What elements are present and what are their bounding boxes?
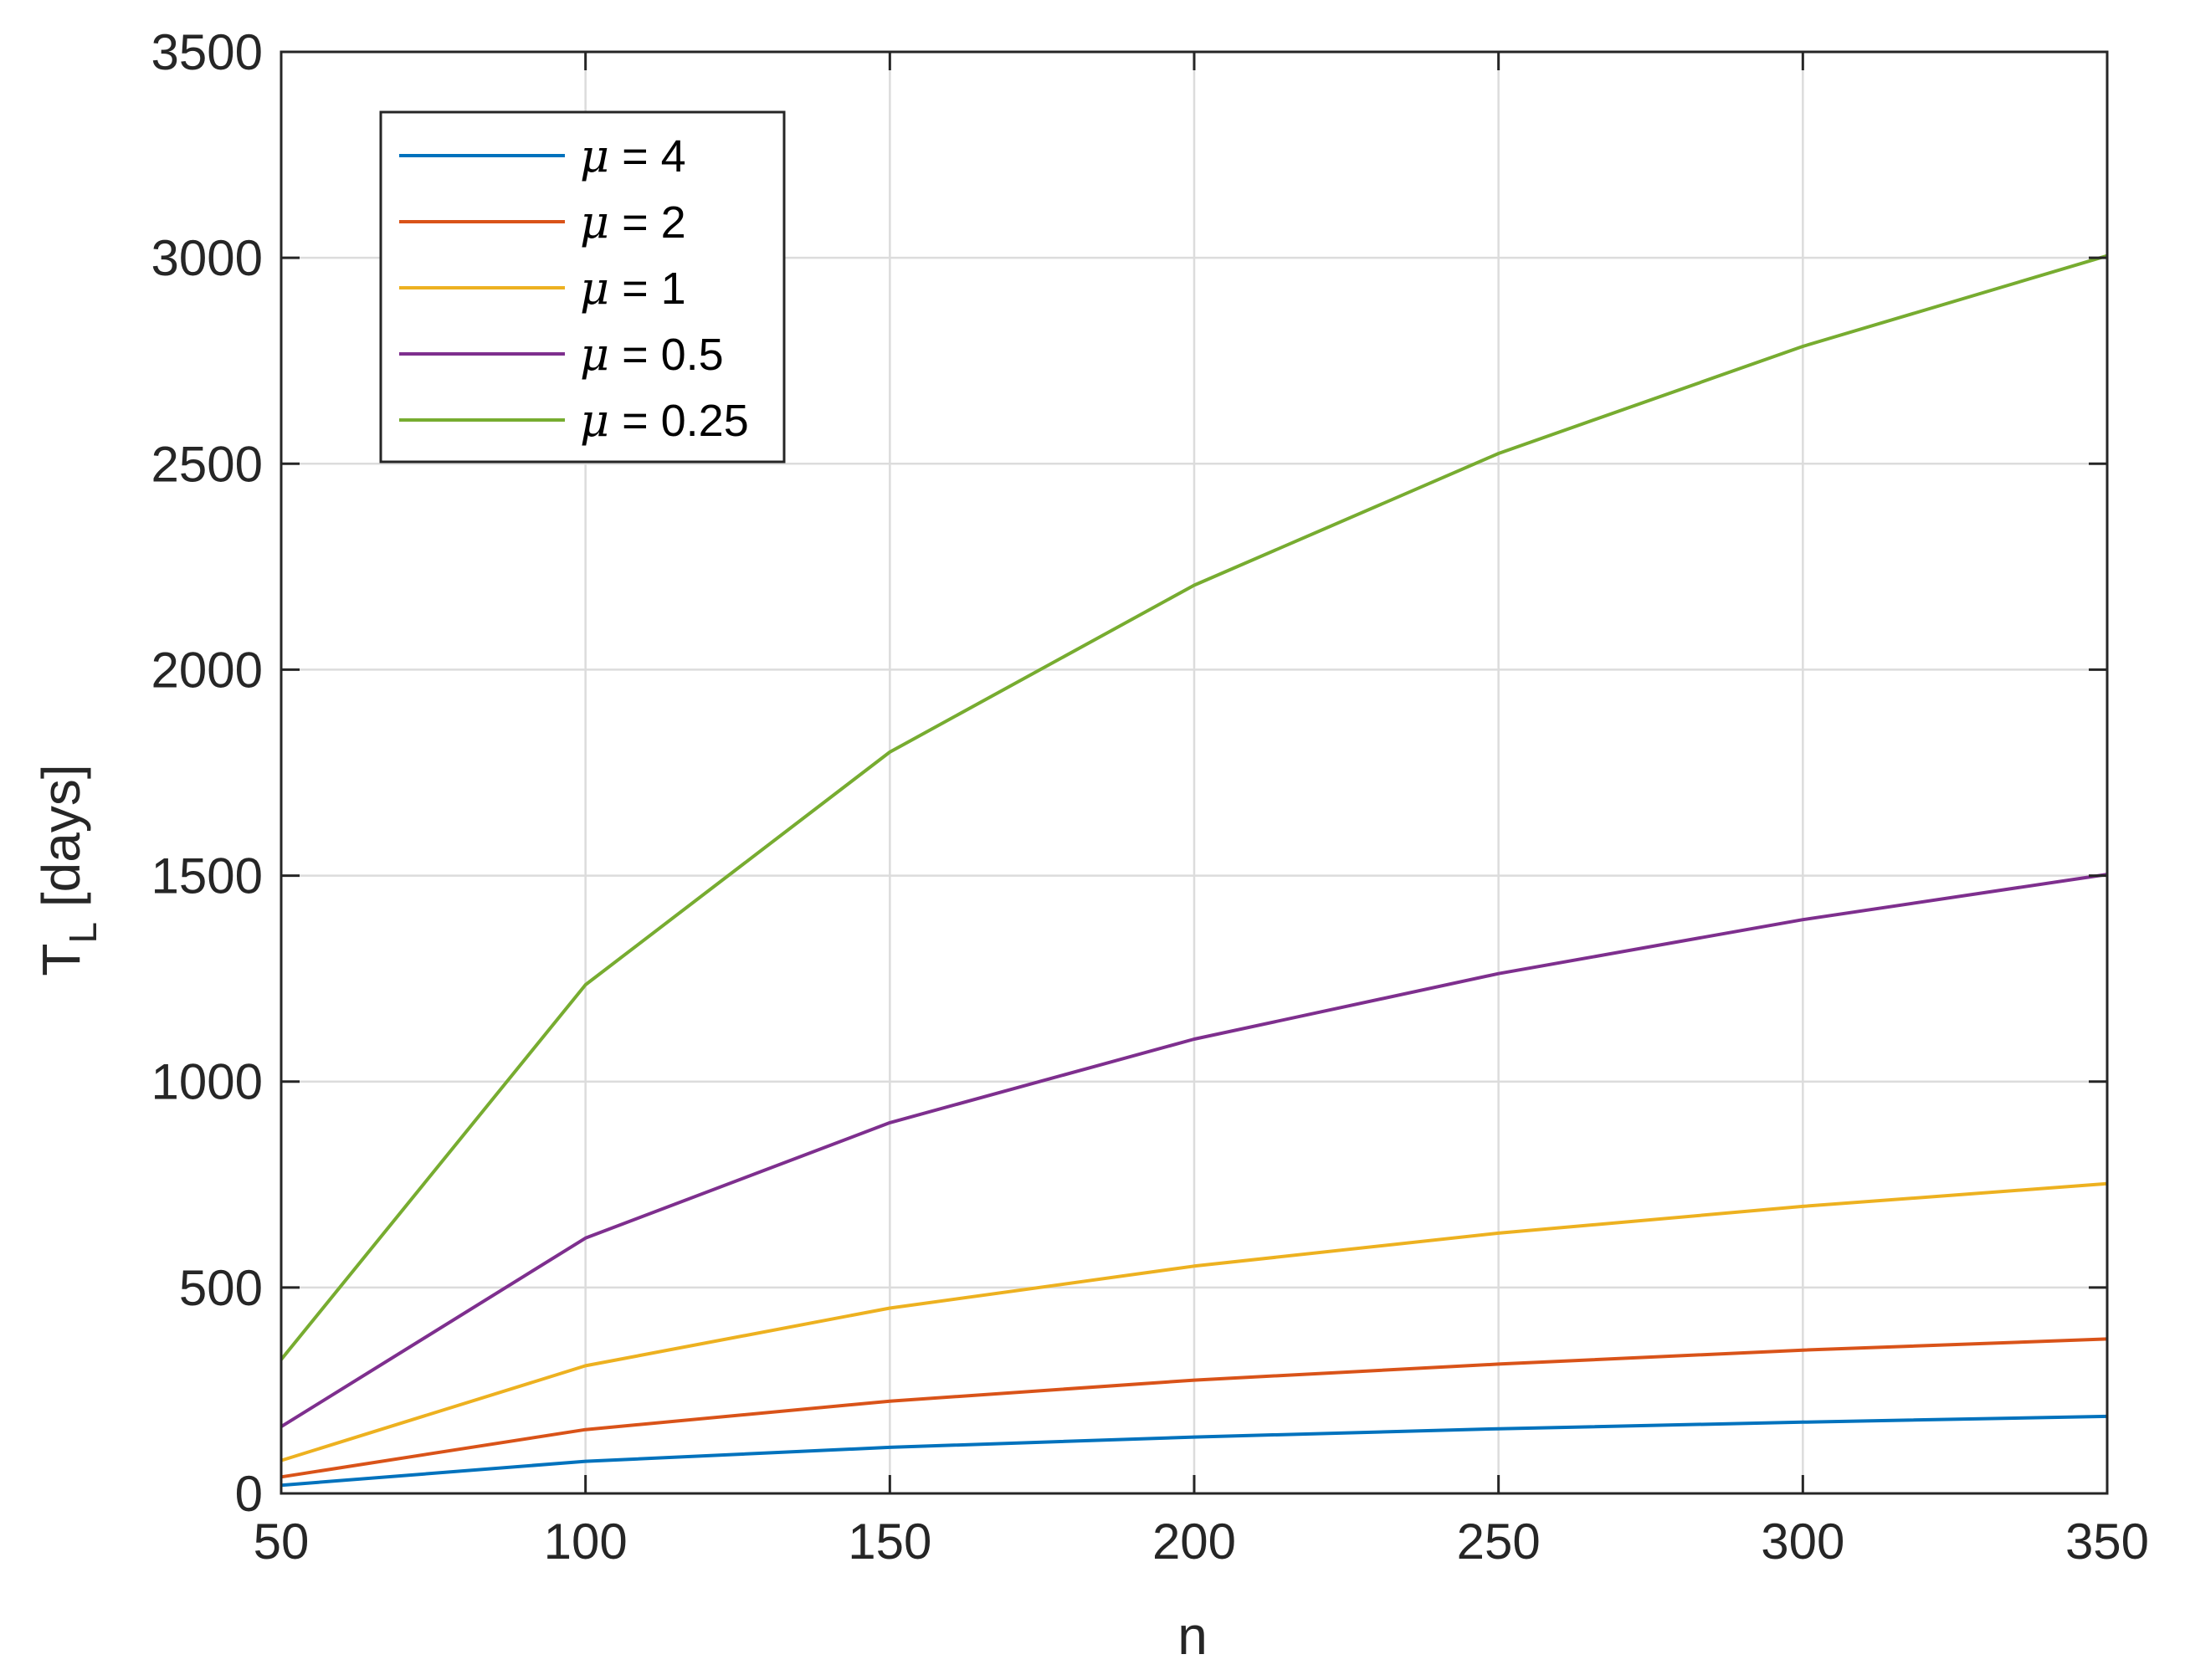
y-tick-label: 1000 — [151, 1054, 263, 1110]
y-tick-label: 1500 — [151, 848, 263, 904]
legend-label-4: μ = 0.25 — [580, 394, 749, 447]
svg-text:TL [days]: TL [days] — [31, 764, 105, 976]
legend-label-0: μ = 4 — [580, 130, 686, 182]
grid-lines — [280, 50, 2109, 1495]
legend-label-1: μ = 2 — [580, 196, 686, 248]
legend-mu-value: = 0.5 — [609, 330, 724, 380]
series-line-1 — [280, 1337, 2108, 1479]
x-tick-label: 100 — [544, 1514, 628, 1570]
series-line-4 — [280, 254, 2108, 1361]
x-tick-label: 50 — [254, 1514, 310, 1570]
tick-labels: 50 100 150 200 250 300 35005001000150020002500… — [151, 24, 2150, 1570]
legend-mu-value: = 1 — [609, 264, 686, 314]
y-tick-label: 3000 — [151, 230, 263, 286]
legend-mu-symbol: μ — [580, 328, 609, 381]
x-tick-label: 150 — [848, 1514, 931, 1570]
y-axis-label-main: T — [31, 944, 91, 976]
y-axis-label-subscript: L — [61, 922, 105, 944]
x-axis-label: n — [1177, 1606, 1208, 1666]
series-line-3 — [280, 873, 2108, 1428]
series-line-0 — [280, 1414, 2108, 1488]
x-tick-label: 200 — [1152, 1514, 1236, 1570]
legend-label-2: μ = 1 — [580, 262, 686, 315]
y-tick-label: 3500 — [151, 24, 263, 80]
y-tick-label: 2500 — [151, 436, 263, 492]
series-lines — [280, 254, 2108, 1488]
x-tick-label: 350 — [2065, 1514, 2149, 1570]
x-tick-label: 300 — [1761, 1514, 1844, 1570]
legend-mu-symbol: μ — [580, 394, 609, 447]
legend: μ = 4μ = 2μ = 1μ = 0.5μ = 0.25 — [379, 110, 786, 464]
y-axis-label-unit: [days] — [31, 764, 91, 907]
y-tick-label: 500 — [179, 1260, 263, 1316]
y-tick-label: 0 — [235, 1466, 263, 1522]
legend-mu-value: = 4 — [609, 131, 686, 182]
legend-mu-value: = 2 — [609, 197, 686, 248]
legend-mu-symbol: μ — [580, 196, 609, 248]
y-tick-label: 2000 — [151, 642, 263, 698]
legend-mu-value: = 0.25 — [609, 396, 749, 446]
legend-mu-symbol: μ — [580, 130, 609, 182]
y-axis-label: TL [days] — [31, 764, 105, 976]
series-line-2 — [280, 1181, 2108, 1462]
axes — [280, 50, 2109, 1495]
legend-label-3: μ = 0.5 — [580, 328, 724, 381]
legend-mu-symbol: μ — [580, 262, 609, 315]
x-tick-label: 250 — [1457, 1514, 1541, 1570]
